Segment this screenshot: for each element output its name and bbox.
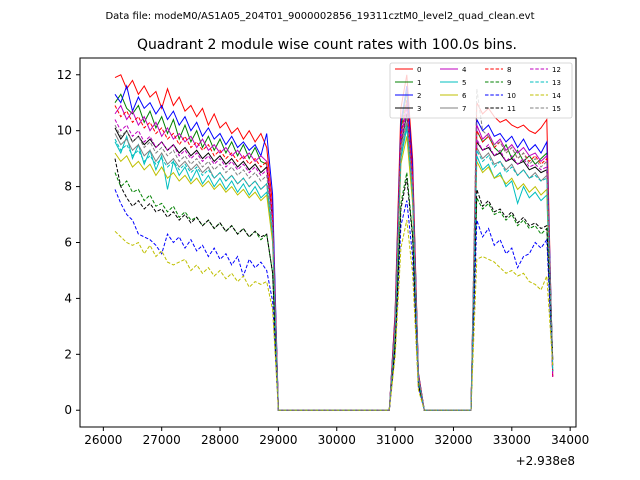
series-line-13 <box>114 125 554 411</box>
series-line-3 <box>114 113 554 411</box>
legend-label-4: 4 <box>462 66 467 74</box>
x-tick-label: 29000 <box>259 433 297 447</box>
legend-label-9: 9 <box>507 79 511 87</box>
x-offset-label: +2.938e8 <box>516 454 575 468</box>
legend-label-6: 6 <box>462 92 467 100</box>
series-line-0 <box>114 74 554 411</box>
legend-label-15: 15 <box>552 105 561 113</box>
x-tick-label: 33000 <box>493 433 531 447</box>
y-tick-label: 2 <box>64 347 72 361</box>
y-tick-label: 10 <box>57 124 72 138</box>
x-tick-label: 34000 <box>551 433 589 447</box>
x-tick-label: 30000 <box>318 433 356 447</box>
series-line-6 <box>114 136 554 411</box>
legend-label-2: 2 <box>417 92 421 100</box>
series-line-11 <box>114 158 554 411</box>
legend-label-12: 12 <box>552 66 561 74</box>
legend-label-8: 8 <box>507 66 511 74</box>
series-line-9 <box>114 172 554 411</box>
series-line-12 <box>114 108 554 411</box>
y-tick-label: 0 <box>64 403 72 417</box>
y-tick-label: 8 <box>64 180 72 194</box>
series-line-4 <box>114 102 554 411</box>
x-tick-label: 31000 <box>376 433 414 447</box>
y-axis: 0 2 4 6 8 10 12 <box>57 68 80 417</box>
legend-label-0: 0 <box>417 66 421 74</box>
legend-label-5: 5 <box>462 79 466 87</box>
series-line-10 <box>114 189 554 411</box>
x-tick-label: 32000 <box>434 433 472 447</box>
series-line-14 <box>114 219 554 411</box>
x-axis: 26000 27000 28000 29000 30000 31000 32000 33000… <box>84 427 589 447</box>
x-tick-label: 26000 <box>84 433 122 447</box>
legend-label-10: 10 <box>507 92 516 100</box>
data-file-label: Data file: modeM0/AS1A05_204T01_90000028… <box>105 11 534 22</box>
x-tick-label: 28000 <box>201 433 239 447</box>
y-tick-label: 12 <box>57 68 72 82</box>
legend-label-13: 13 <box>552 79 561 87</box>
legend-label-14: 14 <box>552 92 561 100</box>
series-line-15 <box>114 88 554 411</box>
legend-label-11: 11 <box>507 105 516 113</box>
series-line-7 <box>114 122 554 411</box>
legend-box <box>389 62 573 119</box>
legend-label-1: 1 <box>417 79 421 87</box>
y-tick-label: 4 <box>64 291 72 305</box>
legend-label-7: 7 <box>462 105 466 113</box>
y-tick-label: 6 <box>64 236 72 250</box>
chart-title: Quadrant 2 module wise count rates with … <box>137 37 517 53</box>
series-layer <box>114 74 554 411</box>
series-line-5 <box>114 127 554 411</box>
legend-label-3: 3 <box>417 105 421 113</box>
x-tick-label: 27000 <box>143 433 181 447</box>
series-line-1 <box>114 91 554 411</box>
